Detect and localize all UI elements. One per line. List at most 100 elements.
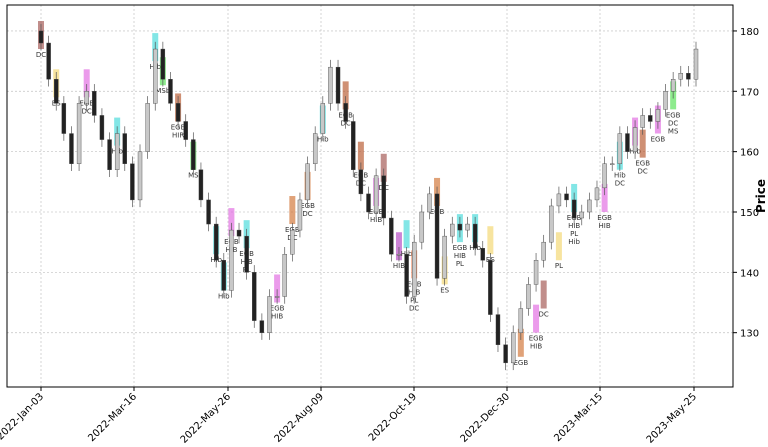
x-tick-label: 2022-Oct-19 [367, 391, 419, 443]
y-tick-label: 180 [740, 27, 759, 38]
candle-body [648, 115, 653, 122]
pattern-highlight [228, 208, 235, 237]
pattern-highlight [540, 280, 547, 309]
candle-body [686, 72, 691, 80]
candle-body [168, 79, 173, 104]
candle-body [84, 91, 89, 104]
candle-body [625, 133, 630, 152]
candle-body [632, 127, 638, 152]
pattern-highlight [342, 81, 349, 110]
candle-body [579, 211, 584, 219]
candle-body [663, 91, 668, 110]
candle-body [198, 169, 204, 201]
candle-body [518, 308, 524, 333]
candle-body [655, 109, 661, 122]
candle-body [587, 199, 592, 213]
pattern-highlight [83, 69, 90, 98]
candle-body [130, 163, 135, 201]
candle-body [259, 320, 265, 333]
candles [38, 23, 699, 371]
pattern-label: EGB DC MS [666, 111, 681, 135]
candle-body [396, 254, 402, 256]
candle-body [541, 241, 546, 261]
y-tick-label: 130 [740, 329, 759, 340]
pattern-highlight [601, 183, 608, 212]
candle-body [434, 193, 440, 279]
y-tick-label: 170 [740, 87, 759, 98]
candle-body [503, 344, 508, 364]
candle-body [602, 163, 607, 189]
pattern-label: Hib DC [614, 172, 626, 188]
x-tick-label: 2022-May-26 [179, 391, 233, 443]
candle-body [252, 272, 257, 321]
x-tick-label: 2022-Dec-30 [459, 391, 513, 443]
candle-body [191, 139, 196, 170]
candle-body [46, 42, 51, 80]
candle-body [290, 229, 295, 255]
pattern-highlight [380, 153, 387, 182]
candle-body [153, 48, 158, 104]
candle-body [419, 211, 425, 243]
y-tick-label: 150 [740, 208, 759, 219]
candle-body [617, 133, 623, 164]
candle-body [450, 223, 455, 237]
x-axis: 2022-Jan-03 2022-Mar-16 2022-May-26 2022-Au… [0, 387, 699, 446]
candle-body [571, 199, 577, 219]
pattern-highlight [289, 196, 296, 225]
candle-body [564, 193, 569, 201]
candle-body [107, 139, 112, 170]
candle-body [610, 163, 615, 165]
pattern-highlight [357, 141, 364, 170]
pattern-highlight [555, 232, 562, 261]
candle-body [305, 163, 310, 201]
x-tick-label: 2022-Jan-03 [0, 391, 46, 442]
candle-body [533, 260, 539, 285]
candle-body [229, 229, 234, 291]
candle-body [297, 199, 303, 231]
candle-body [267, 296, 272, 333]
candle-body [389, 217, 394, 255]
pattern-label: PL [555, 262, 563, 270]
candle-body [465, 223, 470, 231]
pattern-label: DC [36, 51, 46, 59]
candle-body [427, 193, 432, 213]
candle-body [488, 260, 493, 315]
candle-body [69, 133, 74, 164]
candle-body [114, 133, 120, 170]
candle-body [54, 79, 59, 104]
plot-frame [6, 4, 734, 388]
x-tick-label: 2023-May-25 [645, 391, 699, 443]
pattern-label: EGB [651, 136, 666, 144]
candle-body [693, 48, 699, 80]
candle-body [670, 79, 676, 92]
candle-body [511, 332, 516, 364]
candle-body [274, 296, 280, 298]
candle-body [495, 314, 501, 345]
candle-body [442, 235, 447, 279]
pattern-highlight [274, 274, 281, 303]
pattern-label: ES [440, 286, 449, 294]
y-axis-label: Price [754, 179, 768, 213]
candle-body [160, 48, 166, 80]
candle-body [145, 103, 150, 152]
x-tick-label: 2022-Mar-16 [86, 391, 139, 443]
candle-body [594, 187, 600, 201]
candle-body [244, 235, 249, 273]
candle-body [236, 229, 242, 237]
pattern-label: EGB [513, 359, 528, 367]
candle-body [76, 103, 82, 164]
x-tick-label: 2022-Aug-09 [273, 391, 327, 443]
candle-body [122, 133, 127, 164]
candle-body [137, 151, 143, 201]
y-axis: 130 140 150 160 170 180 [733, 27, 759, 340]
candle-body [183, 121, 188, 140]
candle-body [312, 133, 318, 164]
candle-body [678, 72, 683, 80]
pattern-highlight [403, 220, 410, 249]
pattern-highlight [639, 129, 646, 158]
candle-body [373, 175, 379, 213]
